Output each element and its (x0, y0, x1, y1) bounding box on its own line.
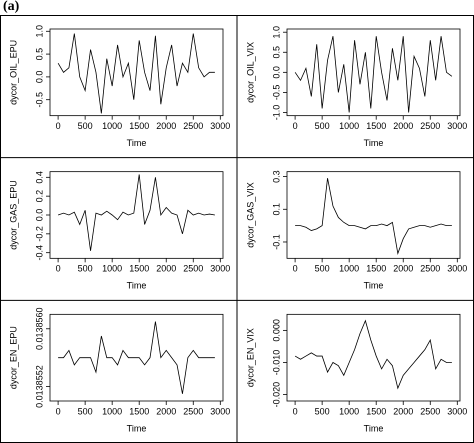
x-tick-label: 1000 (339, 264, 359, 274)
x-tick-label: 2000 (393, 264, 413, 274)
plot-box (286, 313, 461, 402)
x-tick-label: 2500 (183, 406, 203, 416)
x-tick-label: 2500 (183, 121, 203, 131)
series-line (294, 36, 453, 113)
y-axis-label: dycor_EN_VIX (245, 328, 255, 387)
series-line (294, 319, 452, 390)
x-tick-label: 3000 (447, 406, 467, 416)
plot-box (49, 28, 224, 117)
y-axis-label: dycor_EN_EPU (8, 326, 18, 389)
panel-label: (a) (3, 0, 20, 14)
x-tick-label: 1500 (366, 121, 386, 131)
x-tick-label: 0 (56, 406, 61, 416)
series-line (58, 321, 215, 394)
x-tick-label: 2000 (393, 121, 413, 131)
x-tick-label: 500 (78, 121, 93, 131)
x-axis-label: Time (364, 281, 384, 291)
x-tick-label: 1500 (366, 264, 386, 274)
x-tick-label: 0 (293, 121, 298, 131)
y-tick-label: 0.0 (34, 209, 44, 222)
y-tick-label: 0.5 (271, 46, 281, 59)
x-tick-label: 500 (78, 406, 93, 416)
y-axis-label: dycor_GAS_VIX (245, 182, 255, 248)
x-tick-label: 2500 (183, 264, 203, 274)
y-tick-label: -0.2 (34, 226, 44, 242)
y-tick-label: -0.5 (34, 92, 44, 108)
x-tick-label: 2000 (393, 406, 413, 416)
series-line (57, 33, 215, 114)
x-tick-label: 3000 (210, 406, 230, 416)
y-tick-label: 0.0138552 (34, 365, 44, 408)
series-line (57, 174, 215, 251)
x-tick-label: 500 (315, 264, 330, 274)
y-tick-label: 0.1 (271, 203, 281, 216)
y-tick-label: 0.0138560 (34, 308, 44, 351)
y-tick-label: 0.2 (34, 190, 44, 203)
x-axis-label: Time (127, 281, 147, 291)
x-tick-label: 500 (315, 406, 330, 416)
x-tick-label: 2000 (156, 406, 176, 416)
x-tick-label: 1000 (339, 406, 359, 416)
x-tick-label: 1000 (102, 406, 122, 416)
y-tick-label: -1.0 (271, 105, 281, 121)
y-tick-label: 0.000 (271, 319, 281, 342)
x-tick-label: 0 (293, 406, 298, 416)
x-axis-label: Time (364, 138, 384, 148)
y-tick-label: 1.0 (34, 25, 44, 38)
x-axis-label: Time (127, 138, 147, 148)
x-tick-label: 1000 (102, 264, 122, 274)
y-tick-label: -0.020 (271, 382, 281, 408)
x-tick-label: 1500 (129, 121, 149, 131)
y-axis-label: dycor_GAS_EPU (8, 180, 18, 250)
x-tick-label: 0 (56, 121, 61, 131)
y-tick-label: 0.0 (271, 66, 281, 79)
x-tick-label: 3000 (447, 264, 467, 274)
x-tick-label: 3000 (210, 121, 230, 131)
x-tick-label: 2000 (156, 121, 176, 131)
y-axis-label: dycor_OIL_EPU (8, 40, 18, 105)
x-tick-label: 3000 (447, 121, 467, 131)
y-tick-label: -0.4 (34, 245, 44, 261)
x-tick-label: 2500 (420, 406, 440, 416)
y-tick-label: 0.0 (34, 71, 44, 84)
x-tick-label: 2500 (420, 121, 440, 131)
plot-box (286, 171, 461, 259)
x-tick-label: 2500 (420, 264, 440, 274)
y-tick-label: 0.3 (271, 170, 281, 183)
y-tick-label: 1.0 (271, 26, 281, 39)
x-tick-label: 1000 (339, 121, 359, 131)
x-tick-label: 3000 (210, 264, 230, 274)
x-tick-label: 500 (78, 264, 93, 274)
y-tick-label: -0.5 (271, 85, 281, 101)
x-tick-label: 0 (293, 264, 298, 274)
y-axis-label: dycor_OIL_VIX (245, 42, 255, 103)
y-tick-label: -0.010 (271, 350, 281, 376)
x-axis-label: Time (364, 423, 384, 433)
x-tick-label: 500 (315, 121, 330, 131)
x-tick-label: 1500 (129, 264, 149, 274)
x-tick-label: 2000 (156, 264, 176, 274)
plot-box (49, 313, 224, 402)
series-line (295, 178, 452, 255)
x-tick-label: 1000 (102, 121, 122, 131)
y-tick-label: 0.4 (34, 171, 44, 184)
x-tick-label: 1500 (366, 406, 386, 416)
y-tick-label: -0.1 (271, 234, 281, 250)
y-tick-label: 0.5 (34, 48, 44, 61)
x-tick-label: 0 (56, 264, 61, 274)
x-tick-label: 1500 (129, 406, 149, 416)
x-axis-label: Time (127, 423, 147, 433)
